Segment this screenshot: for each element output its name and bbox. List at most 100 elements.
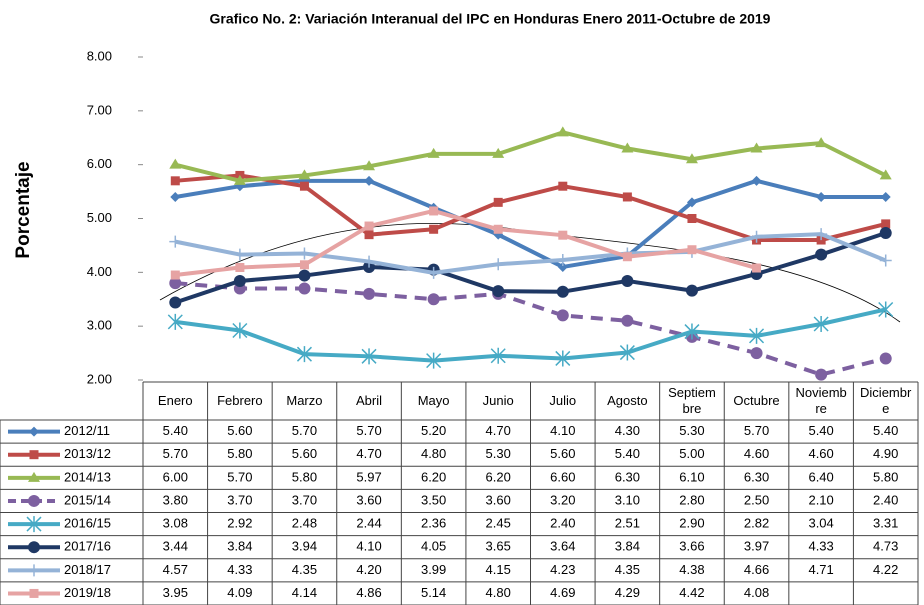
table-value: 2.82 — [744, 516, 769, 531]
table-value: 3.84 — [615, 539, 640, 554]
table-value: 4.69 — [550, 585, 575, 600]
table-value: 4.35 — [292, 562, 317, 577]
table-value: 3.20 — [550, 492, 575, 507]
marker — [298, 282, 311, 295]
x-tick-label-box: Julio — [549, 393, 576, 408]
marker — [427, 147, 440, 158]
series-line — [174, 178, 886, 269]
marker — [296, 346, 312, 363]
y-tick-label: 7.00 — [87, 102, 112, 117]
table-value: 3.60 — [356, 492, 381, 507]
x-tick-label-box: Abril — [356, 393, 383, 408]
table-value: 4.29 — [615, 585, 640, 600]
series-line — [175, 173, 887, 243]
legend-marker — [28, 564, 40, 577]
table-value: 3.94 — [292, 539, 317, 554]
marker — [557, 261, 568, 272]
x-tick-label: Febrero — [217, 393, 263, 408]
y-axis-label: Porcentaje — [13, 161, 34, 258]
marker — [363, 255, 376, 268]
marker — [619, 344, 635, 361]
table-value: 5.70 — [356, 423, 381, 438]
marker — [233, 274, 246, 287]
table-value: 3.70 — [227, 492, 252, 507]
marker — [815, 368, 828, 381]
marker — [879, 254, 892, 267]
marker — [233, 174, 246, 185]
marker — [685, 284, 698, 297]
marker — [493, 197, 503, 207]
table-value: 6.60 — [550, 469, 575, 484]
marker — [363, 160, 376, 171]
table-value: 6.00 — [163, 469, 188, 484]
table-value: 4.05 — [421, 539, 446, 554]
marker — [815, 137, 828, 148]
table-value: 3.65 — [486, 539, 511, 554]
marker — [426, 352, 442, 369]
legend-marker — [29, 426, 39, 437]
table-value: 3.08 — [163, 516, 188, 531]
table-value: 4.10 — [550, 423, 575, 438]
table-value: 2.48 — [292, 516, 317, 531]
table-value: 3.66 — [679, 539, 704, 554]
table-value: 2.50 — [744, 492, 769, 507]
marker — [364, 230, 374, 240]
legend-marker — [29, 588, 39, 598]
table-value: 2.40 — [873, 492, 898, 507]
x-tick-label-box: Mayo — [417, 393, 450, 408]
table-value: 2.10 — [808, 492, 833, 507]
table-value: 2.44 — [356, 516, 381, 531]
table-value: 5.14 — [421, 585, 446, 600]
table-value: 4.20 — [356, 562, 381, 577]
table-value: 4.60 — [808, 446, 833, 461]
x-tick-label-box: Noviembre — [795, 385, 846, 416]
legend-marker — [28, 541, 40, 554]
x-tick-label: Abril — [356, 393, 383, 408]
table-value: 3.80 — [163, 492, 188, 507]
marker — [233, 248, 246, 261]
series-line — [174, 231, 887, 305]
y-tick-label: 5.00 — [87, 210, 112, 225]
marker — [558, 181, 568, 191]
x-tick-label-box: Agosto — [607, 393, 647, 408]
marker — [299, 181, 309, 191]
table-value: 3.31 — [873, 516, 898, 531]
x-tick-label-box: Marzo — [286, 393, 322, 408]
table-value: 4.66 — [744, 562, 769, 577]
table-value: 4.73 — [873, 539, 898, 554]
table-value: 4.80 — [486, 585, 511, 600]
marker — [685, 153, 698, 164]
table-value: 3.04 — [808, 516, 833, 531]
marker — [556, 253, 569, 266]
table-value: 3.60 — [486, 492, 511, 507]
table-value: 4.71 — [808, 562, 833, 577]
legend-marker — [26, 516, 42, 533]
table-value: 5.97 — [356, 469, 381, 484]
table-value: 4.70 — [356, 446, 381, 461]
x-tick-label-box: Febrero — [217, 393, 263, 408]
marker — [879, 227, 892, 240]
marker — [878, 301, 894, 318]
x-tick-label: Mayo — [417, 393, 450, 408]
table-value: 4.35 — [615, 562, 640, 577]
table-value: 4.42 — [679, 585, 704, 600]
table-value: 4.70 — [486, 423, 511, 438]
table-value: 3.10 — [615, 492, 640, 507]
marker — [298, 247, 311, 260]
marker — [815, 228, 828, 241]
table-value: 2.80 — [679, 492, 704, 507]
table-value: 2.36 — [421, 516, 446, 531]
marker — [427, 293, 440, 306]
legend-label: 2018/17 — [64, 562, 111, 577]
table-value: 6.30 — [744, 469, 769, 484]
table-value: 5.40 — [163, 423, 188, 438]
marker — [621, 142, 634, 153]
legend-label: 2014/13 — [64, 469, 111, 484]
marker — [879, 352, 892, 365]
table-value: 5.30 — [679, 423, 704, 438]
marker — [687, 214, 697, 223]
marker — [622, 252, 632, 262]
marker — [169, 296, 182, 309]
marker — [169, 277, 182, 290]
table-value: 4.30 — [615, 423, 640, 438]
